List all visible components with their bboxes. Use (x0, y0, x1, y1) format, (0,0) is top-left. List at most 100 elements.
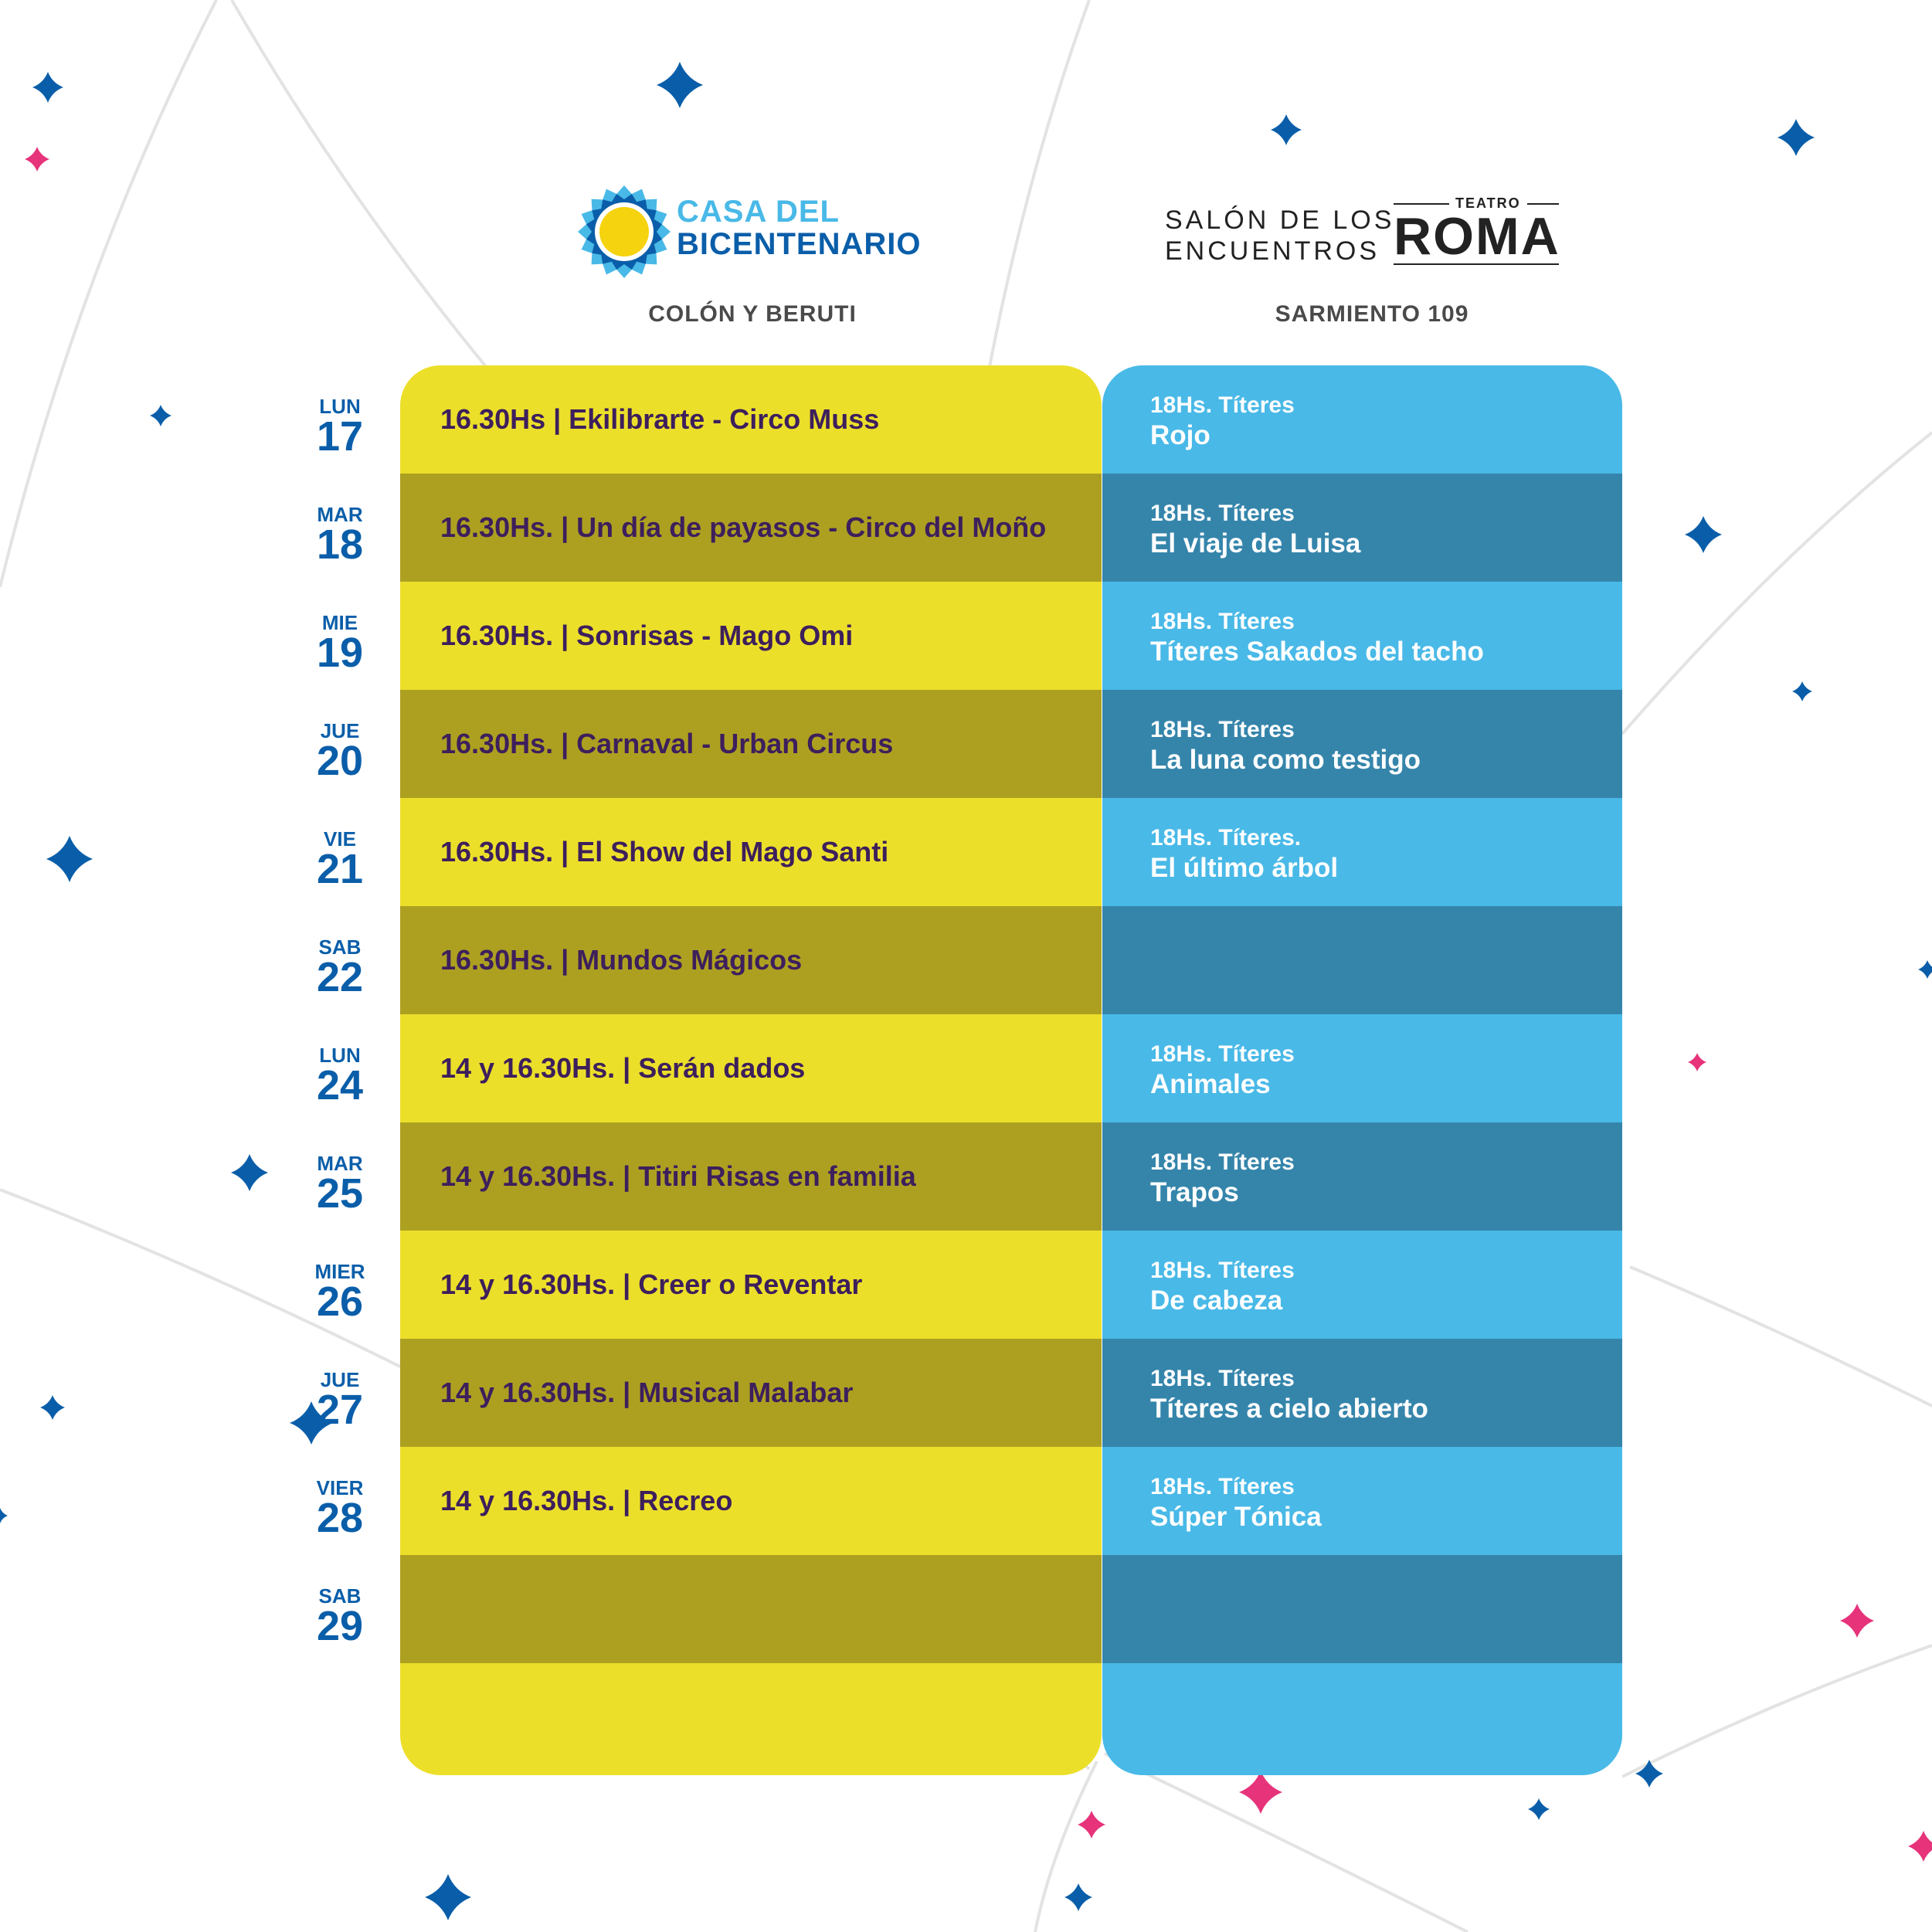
day-label: JUE 27 (294, 1368, 386, 1433)
event-right-time: 18Hs. Títeres (1150, 1474, 1295, 1499)
day-name: VIER (316, 1476, 364, 1499)
day-label: MAR 18 (294, 504, 386, 565)
event-right-title: El viaje de Luisa (1150, 528, 1361, 559)
event-right: 18Hs. Títeres Súper Tónica (1150, 1473, 1322, 1533)
event-right-time: 18Hs. Títeres (1150, 501, 1295, 526)
event-right-time: 18Hs. Títeres (1150, 717, 1295, 742)
day-number: 27 (316, 1387, 364, 1433)
day-name: MAR (317, 503, 363, 526)
event-right-title: El último árbol (1150, 853, 1339, 883)
casa-bicentenario-logo: CASA DEL BICENTENARIO (578, 185, 933, 278)
star-icon (1239, 1771, 1282, 1814)
schedule-row-right: 18Hs. Títeres Trapos (1102, 1122, 1622, 1231)
sun-logo-icon (578, 185, 671, 278)
day-name: JUE (320, 1368, 360, 1391)
schedule-row-right: 18Hs. Títeres El viaje de Luisa (1102, 474, 1622, 582)
event-right: 18Hs. Títeres Títeres a cielo abierto (1150, 1365, 1428, 1425)
event-right: 18Hs. Títeres Animales (1150, 1041, 1295, 1101)
star-icon (0, 1508, 8, 1523)
day-number: 21 (316, 846, 364, 892)
event-right-time: 18Hs. Títeres (1150, 392, 1295, 418)
event-left: 14 y 16.30Hs. | Recreo (440, 1485, 733, 1516)
schedule-row-right: 18Hs. Títeres. El último árbol (1102, 798, 1622, 906)
star-icon (231, 1154, 268, 1191)
day-label: VIE 21 (294, 827, 386, 892)
day-label: MIE 19 (294, 613, 386, 676)
schedule-row-left (400, 1555, 1102, 1663)
day-name: JUE (320, 719, 360, 742)
event-right: 18Hs. Títeres De cabeza (1150, 1257, 1295, 1317)
schedule-row-right: 18Hs. Títeres Súper Tónica (1102, 1447, 1622, 1555)
schedule-row-left: 14 y 16.30Hs. | Titiri Risas en familia (400, 1122, 1102, 1231)
bg-line (1629, 1265, 1932, 1407)
day-number: 20 (316, 738, 364, 784)
event-right-time: 18Hs. Títeres (1150, 609, 1295, 634)
event-right-title: Trapos (1150, 1177, 1239, 1207)
star-icon (150, 405, 171, 426)
star-icon (1685, 516, 1722, 553)
schedule-row-left: 16.30Hs. | Mundos Mágicos (400, 906, 1102, 1014)
event-right: 18Hs. Títeres Rojo (1150, 392, 1295, 452)
star-icon (25, 147, 49, 171)
day-name: LUN (319, 395, 361, 418)
day-label: JUE 20 (294, 719, 386, 784)
star-icon (1271, 114, 1302, 145)
event-right-title: La luna como testigo (1150, 745, 1421, 775)
day-name: LUN (319, 1044, 361, 1067)
event-left: 16.30Hs. | El Show del Mago Santi (440, 836, 889, 868)
day-name: MIER (314, 1260, 365, 1283)
event-right-time: 18Hs. Títeres (1150, 1041, 1295, 1067)
teatro-roma-column: 18Hs. Títeres Rojo 18Hs. Títeres El viaje d… (1102, 365, 1622, 1775)
star-icon (1792, 681, 1812, 701)
star-icon (425, 1874, 471, 1920)
day-label: MAR 25 (294, 1153, 386, 1214)
star-icon (40, 1395, 65, 1420)
schedule-row-left: 14 y 16.30Hs. | Creer o Reventar (400, 1231, 1102, 1339)
event-left: 14 y 16.30Hs. | Serán dados (440, 1052, 806, 1084)
schedule-row-left: 16.30Hs. | Sonrisas - Mago Omi (400, 582, 1102, 690)
event-right-time: 18Hs. Títeres. (1150, 825, 1302, 851)
event-right: 18Hs. Títeres. El último árbol (1150, 824, 1338, 885)
event-right: 18Hs. Títeres La luna como testigo (1150, 716, 1421, 776)
event-right-title: De cabeza (1150, 1285, 1283, 1316)
event-right: 18Hs. Títeres Títeres Sakados del tacho (1150, 608, 1484, 668)
schedule-row-right: 18Hs. Títeres Animales (1102, 1014, 1622, 1122)
logo-rule-bottom (1394, 263, 1559, 265)
star-icon (1528, 1798, 1550, 1820)
star-icon (657, 62, 703, 108)
event-right-title: Animales (1150, 1069, 1271, 1099)
bg-line (1104, 1752, 1469, 1932)
event-right-title: Títeres a cielo abierto (1150, 1394, 1428, 1424)
schedule-row-left: 16.30Hs | Ekilibrarte - Circo Muss (400, 365, 1102, 474)
day-name: VIE (324, 827, 356, 851)
star-icon (1918, 960, 1932, 979)
event-right-title: Títeres Sakados del tacho (1150, 637, 1484, 667)
schedule-row-left: 14 y 16.30Hs. | Musical Malabar (400, 1339, 1102, 1447)
day-label: MIER 26 (294, 1260, 386, 1323)
star-icon (290, 1401, 333, 1445)
bg-line (230, 0, 504, 388)
star-icon (1908, 1831, 1932, 1862)
schedule-row-left: 16.30Hs. | El Show del Mago Santi (400, 798, 1102, 906)
day-number: 25 (316, 1170, 364, 1217)
day-number: 24 (316, 1062, 364, 1109)
day-name: SAB (318, 935, 362, 959)
event-left: 14 y 16.30Hs. | Musical Malabar (440, 1377, 854, 1408)
star-icon (1688, 1053, 1706, 1071)
bg-line (1621, 1644, 1932, 1778)
day-number: 17 (316, 413, 364, 460)
day-number: 29 (316, 1603, 364, 1649)
schedule-row-left: 16.30Hs. | Carnaval - Urban Circus (400, 690, 1102, 798)
day-label: VIER 28 (294, 1476, 386, 1541)
star-icon (1064, 1883, 1092, 1911)
day-number: 19 (316, 630, 364, 676)
casa-bicentenario-column: 16.30Hs | Ekilibrarte - Circo Muss 16.30H… (400, 365, 1102, 1775)
event-right-time: 18Hs. Títeres (1150, 1258, 1295, 1283)
event-right-time: 18Hs. Títeres (1150, 1149, 1295, 1175)
schedule-row-right: 18Hs. Títeres De cabeza (1102, 1231, 1622, 1339)
schedule-row-left: 16.30Hs. | Un día de payasos - Circo del… (400, 474, 1102, 582)
event-right: 18Hs. Títeres Trapos (1150, 1149, 1295, 1209)
event-right-title: Rojo (1150, 420, 1210, 450)
day-number: 28 (316, 1495, 364, 1541)
schedule-row-right: 18Hs. Títeres Rojo (1102, 365, 1622, 474)
